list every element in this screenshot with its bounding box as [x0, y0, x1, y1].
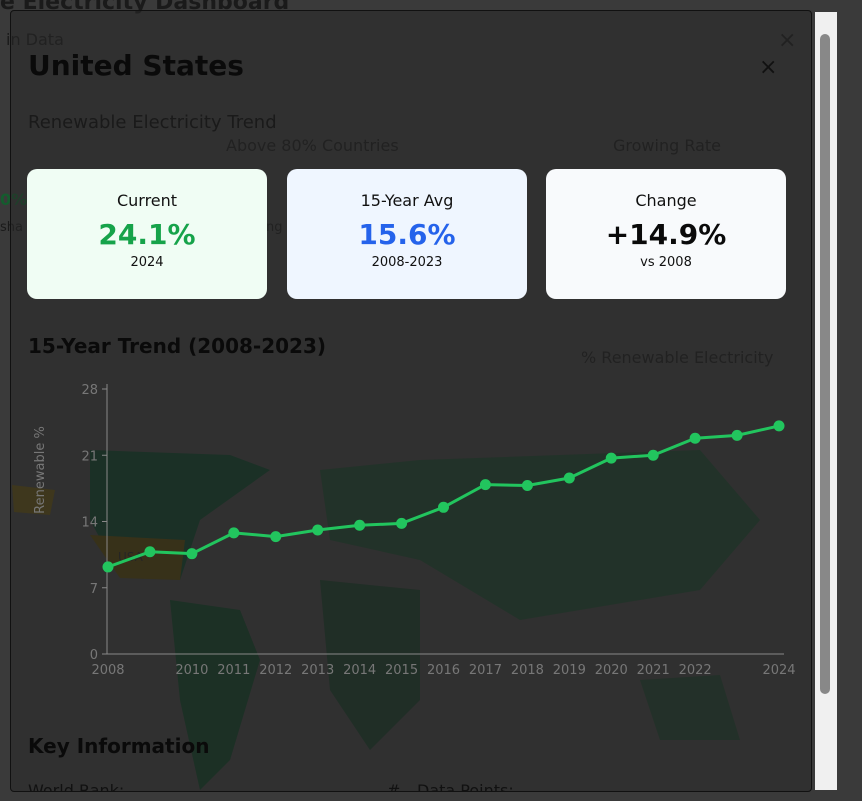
card-sub: vs 2008: [640, 255, 692, 270]
point: [354, 519, 366, 531]
section-title: Key Information: [28, 734, 210, 758]
section-title: 15-Year Trend (2008-2023): [28, 334, 327, 358]
close-button[interactable]: ×: [759, 55, 778, 80]
card-sub: 2024: [130, 255, 164, 270]
y-axis-label: Renewable %: [33, 426, 48, 514]
x-tick-label: 2010: [175, 663, 208, 678]
point: [312, 524, 324, 536]
y-tick-label: 14: [81, 516, 98, 531]
point: [396, 517, 408, 529]
x-tick-label: 2020: [595, 663, 628, 678]
point: [270, 531, 282, 543]
point: [647, 449, 659, 461]
y-tick-label: 7: [90, 582, 98, 597]
y-tick-label: 21: [81, 449, 98, 464]
x-tick-label: 2018: [511, 663, 544, 678]
x-tick-label: 2015: [385, 663, 418, 678]
x-tick-label: 2016: [427, 663, 460, 678]
card-label: 15-Year Avg: [360, 191, 454, 210]
y-tick-label: 28: [81, 383, 98, 398]
point: [479, 479, 491, 491]
x-tick-label: 2022: [679, 663, 712, 678]
chart: Renewable % 0 7 14 21 28 2008 2010 2011 2012 2013…: [33, 383, 796, 678]
point: [102, 561, 114, 573]
x-tick-label: 2019: [553, 663, 586, 678]
y-tick-label: 0: [90, 648, 98, 663]
point: [731, 429, 743, 441]
point: [773, 420, 785, 432]
point: [689, 432, 701, 444]
x-tick-label: 2017: [469, 663, 502, 678]
card-value: 15.6%: [358, 218, 456, 251]
point: [605, 452, 617, 464]
modal: United States × Renewable Electricity Tr…: [10, 10, 812, 792]
stat-card: Current 24.1% 2024: [27, 169, 267, 299]
x-tick-label: 2011: [217, 663, 250, 678]
point: [438, 501, 449, 513]
x-tick-label: 2024: [762, 663, 795, 678]
card-value: +14.9%: [605, 218, 727, 251]
point: [144, 546, 156, 558]
stat-card: 15-Year Avg 15.6% 2008-2023: [287, 169, 527, 299]
scrollbar[interactable]: [815, 12, 837, 790]
point: [521, 480, 533, 492]
modal-title: United States: [28, 49, 244, 82]
stat-card: Change +14.9% vs 2008: [546, 169, 786, 299]
line: [107, 424, 780, 569]
point: [228, 527, 240, 539]
modal-subtitle: Renewable Electricity Trend: [28, 112, 277, 133]
scroll-thumb[interactable]: [820, 34, 830, 694]
point: [563, 472, 575, 484]
card-label: Current: [116, 191, 178, 210]
info-label: World Rank:: [28, 781, 125, 792]
info-label: #: [387, 781, 401, 792]
card-label: Change: [635, 191, 697, 210]
point: [186, 548, 198, 560]
x-tick-label: 2008: [91, 663, 124, 678]
info-label: Data Points:: [417, 781, 514, 792]
card-sub: 2008-2023: [371, 255, 443, 270]
x-tick-label: 2012: [259, 663, 292, 678]
x-tick-label: 2021: [637, 663, 670, 678]
x-tick-label: 2013: [301, 663, 334, 678]
card-value: 24.1%: [98, 218, 196, 251]
x-tick-label: 2014: [343, 663, 376, 678]
